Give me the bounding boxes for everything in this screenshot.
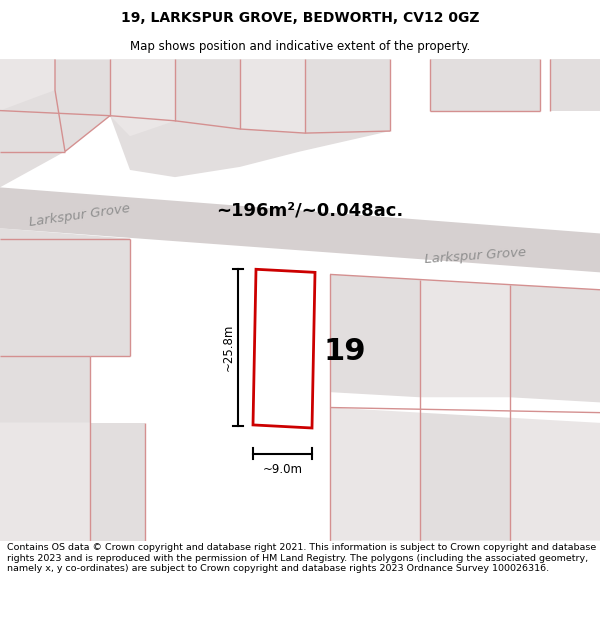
Polygon shape — [175, 59, 240, 129]
Text: Contains OS data © Crown copyright and database right 2021. This information is : Contains OS data © Crown copyright and d… — [7, 543, 596, 573]
Text: Larkspur Grove: Larkspur Grove — [29, 201, 131, 229]
Polygon shape — [110, 59, 175, 136]
Polygon shape — [550, 59, 600, 111]
Polygon shape — [0, 228, 130, 423]
Text: ~9.0m: ~9.0m — [263, 464, 302, 476]
Polygon shape — [420, 279, 510, 398]
Text: Map shows position and indicative extent of the property.: Map shows position and indicative extent… — [130, 40, 470, 52]
Polygon shape — [305, 59, 390, 133]
Text: Larkspur Grove: Larkspur Grove — [424, 246, 526, 266]
Polygon shape — [330, 408, 420, 541]
Polygon shape — [0, 423, 90, 541]
Polygon shape — [110, 59, 390, 177]
Text: ~196m²/~0.048ac.: ~196m²/~0.048ac. — [217, 202, 404, 220]
Polygon shape — [0, 188, 600, 272]
Polygon shape — [240, 59, 305, 133]
Polygon shape — [420, 412, 510, 541]
Text: ~25.8m: ~25.8m — [221, 324, 235, 371]
Polygon shape — [430, 59, 540, 111]
Polygon shape — [330, 274, 420, 398]
Polygon shape — [0, 59, 55, 111]
Polygon shape — [0, 59, 110, 188]
Text: 19: 19 — [323, 337, 367, 366]
Polygon shape — [510, 284, 600, 402]
Polygon shape — [253, 269, 315, 428]
Polygon shape — [510, 418, 600, 541]
Text: 19, LARKSPUR GROVE, BEDWORTH, CV12 0GZ: 19, LARKSPUR GROVE, BEDWORTH, CV12 0GZ — [121, 11, 479, 25]
Polygon shape — [90, 423, 145, 541]
